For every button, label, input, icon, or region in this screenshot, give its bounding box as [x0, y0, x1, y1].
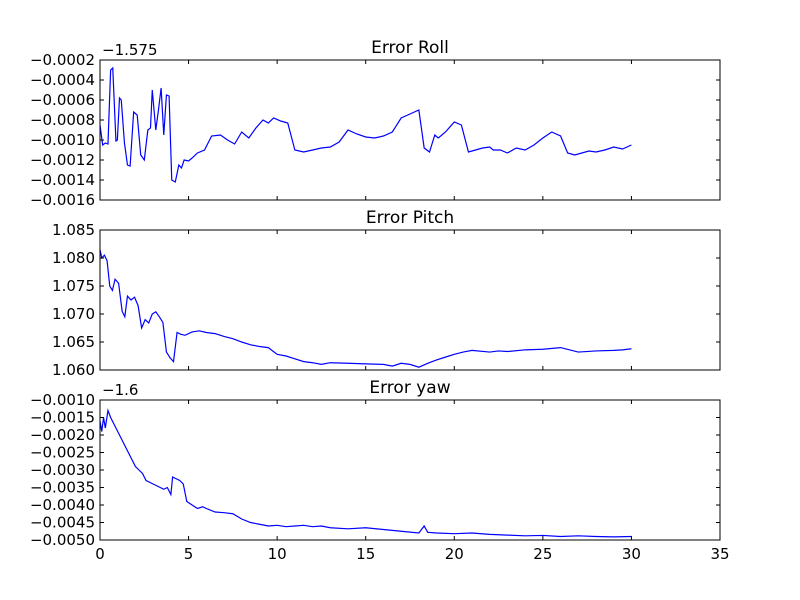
y-tick-label-yaw-7: −0.0015: [30, 409, 95, 427]
chart-pitch: 1.060 1.065 1.070 1.075 1.080 1.085 Error Pitc…: [52, 208, 721, 379]
y-tick-label-roll-7: −0.0002: [30, 51, 95, 69]
axes-frame-roll: [99, 59, 721, 201]
y-tick-label-yaw-6: −0.0020: [30, 426, 95, 444]
y-tick-label-roll-2: −0.0012: [30, 151, 95, 169]
y-tick-label-yaw-5: −0.0025: [30, 444, 95, 462]
chart-yaw: −0.0050−0.0045−0.0040−0.0035−0.0030−0.00…: [30, 378, 730, 563]
y-tick-label-roll-5: −0.0006: [30, 91, 95, 109]
x-tick-label-yaw-7: 35: [710, 545, 729, 563]
y-tick-label-pitch-2: 1.070: [52, 305, 95, 323]
x-tick-label-yaw-5: 25: [533, 545, 552, 563]
y-tick-label-pitch-0: 1.060: [52, 361, 95, 379]
x-tick-label-yaw-1: 5: [184, 545, 194, 563]
y-tick-label-yaw-3: −0.0035: [30, 479, 95, 497]
x-tick-label-yaw-3: 15: [356, 545, 375, 563]
y-offset-label-roll: −1.575: [102, 41, 158, 59]
y-tick-label-yaw-0: −0.0050: [30, 531, 95, 549]
y-tick-label-pitch-4: 1.080: [52, 249, 95, 267]
y-tick-label-roll-1: −0.0014: [30, 171, 95, 189]
y-tick-label-pitch-3: 1.075: [52, 277, 95, 295]
y-tick-label-yaw-2: −0.0040: [30, 496, 95, 514]
y-tick-label-pitch-5: 1.085: [52, 221, 95, 239]
y-tick-label-pitch-1: 1.065: [52, 333, 95, 351]
x-tick-label-yaw-6: 30: [622, 545, 641, 563]
y-tick-label-yaw-4: −0.0030: [30, 461, 95, 479]
axes-frame-pitch: [99, 229, 721, 371]
series-line-roll-0: [100, 66, 632, 183]
chart-title-yaw: Error yaw: [369, 378, 450, 398]
y-offset-label-yaw: −1.6: [102, 381, 138, 399]
y-tick-label-yaw-8: −0.0010: [30, 391, 95, 409]
axes-frame-yaw: [99, 399, 721, 541]
x-tick-label-yaw-0: 0: [95, 545, 105, 563]
chart-roll: −0.0016 −0.0014 −0.0012 −0.0010 −0.0008 −0.00…: [30, 38, 721, 209]
series-line-pitch-0: [100, 249, 632, 368]
y-tick-label-yaw-1: −0.0045: [30, 514, 95, 532]
y-tick-label-roll-3: −0.0010: [30, 131, 95, 149]
y-tick-label-roll-0: −0.0016: [30, 191, 95, 209]
y-tick-label-roll-6: −0.0004: [30, 71, 95, 89]
x-tick-label-yaw-2: 10: [268, 545, 287, 563]
y-tick-label-roll-4: −0.0008: [30, 111, 95, 129]
series-line-yaw-0: [100, 408, 632, 538]
x-tick-label-yaw-4: 20: [445, 545, 464, 563]
chart-title-roll: Error Roll: [371, 38, 449, 58]
chart-title-pitch: Error Pitch: [366, 208, 454, 228]
